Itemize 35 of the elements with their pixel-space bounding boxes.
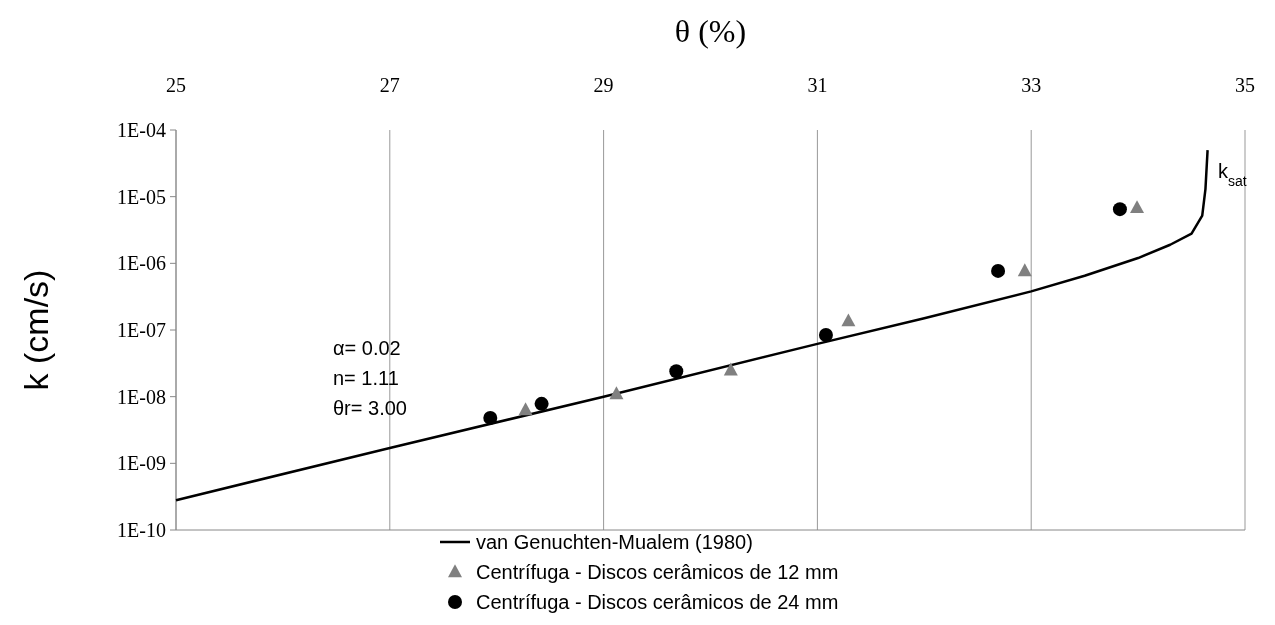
point <box>518 402 533 416</box>
point <box>609 386 624 400</box>
point <box>1130 200 1145 214</box>
line-series <box>174 148 1209 502</box>
point <box>723 362 738 376</box>
point <box>818 328 833 343</box>
point <box>483 410 498 425</box>
x-tick-label: 25 <box>166 74 186 96</box>
x-tick-label: 27 <box>379 74 400 96</box>
x-tick-label: 35 <box>1235 74 1255 96</box>
annotation: k$_{sat}$ <box>1218 160 1247 189</box>
y-tick-label: 1E-10 <box>117 519 166 541</box>
y-tick-label: 1E-06 <box>117 252 166 275</box>
legend-label: Centrífuga - Discos cerâmicos de 12 mm <box>476 561 839 583</box>
y-tick-label: 1E-07 <box>117 319 166 341</box>
y-tick-label: 1E-09 <box>117 452 166 475</box>
x-tick-label: 31 <box>807 74 828 96</box>
y-tick-label: 1E-05 <box>117 185 166 208</box>
point <box>669 364 684 379</box>
y-axis-title: k (cm/s) <box>17 269 55 391</box>
legend-label: van Genuchten-Mualem (1980) <box>476 531 753 553</box>
annotation: θr= 3.00 <box>333 397 407 419</box>
point <box>991 263 1006 278</box>
point <box>1017 263 1032 277</box>
x-axis-title: θ (%) <box>674 13 747 49</box>
legend-label: Centrífuga - Discos cerâmicos de 24 mm <box>476 591 839 613</box>
y-tick-label: 1E-08 <box>117 385 166 408</box>
point <box>534 396 549 411</box>
x-tick-label: 29 <box>593 74 614 96</box>
annotation: n= 1.11 <box>333 367 399 389</box>
x-tick-label: 33 <box>1021 74 1042 96</box>
y-tick-label: 1E-04 <box>117 119 166 141</box>
point <box>1112 202 1127 217</box>
point <box>841 313 856 327</box>
annotation: α= 0.02 <box>333 337 401 359</box>
